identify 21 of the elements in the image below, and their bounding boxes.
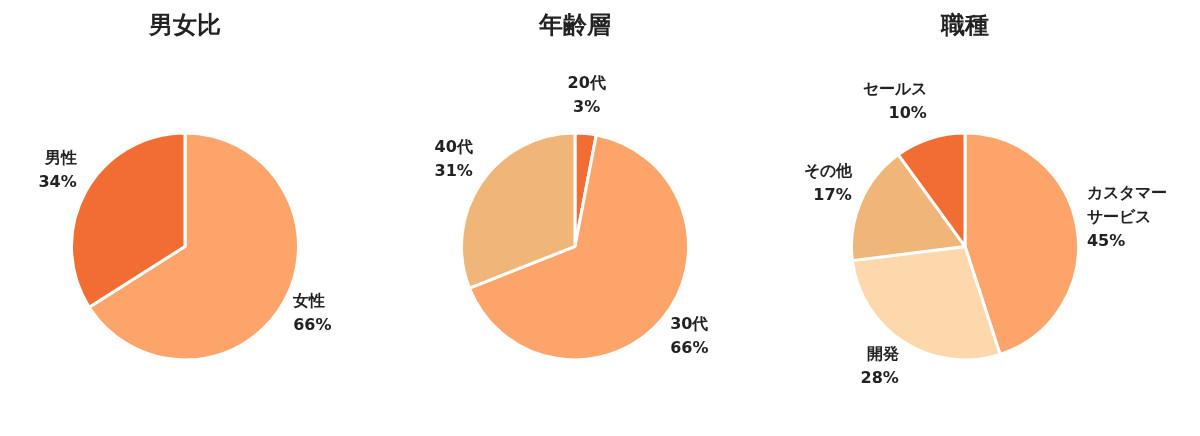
data-label: 28% [860, 368, 899, 388]
chart-title: 男女比 [148, 10, 221, 39]
data-label: 31% [434, 160, 473, 180]
slice-label: セールス [862, 79, 927, 99]
data-label: 10% [888, 103, 927, 123]
slice-label: 30代 [670, 313, 709, 333]
slice-label: カスタマーサービス [1086, 182, 1167, 226]
chart-title: 職種 [940, 10, 989, 39]
data-label: 17% [813, 184, 852, 204]
chart-title: 年齢層 [538, 10, 611, 39]
slice-label: 20代 [567, 72, 606, 92]
data-label: 66% [670, 337, 709, 357]
data-label: 45% [1086, 230, 1126, 250]
slice-label: 40代 [434, 136, 473, 156]
slice-label: 男性 [43, 148, 77, 168]
data-label: 34% [38, 172, 77, 192]
slice-label: その他 [803, 160, 853, 180]
data-label: 3% [573, 96, 601, 116]
data-label: 66% [293, 314, 332, 334]
slice-label: 開発 [866, 344, 899, 364]
slice-label: 女性 [292, 290, 326, 310]
